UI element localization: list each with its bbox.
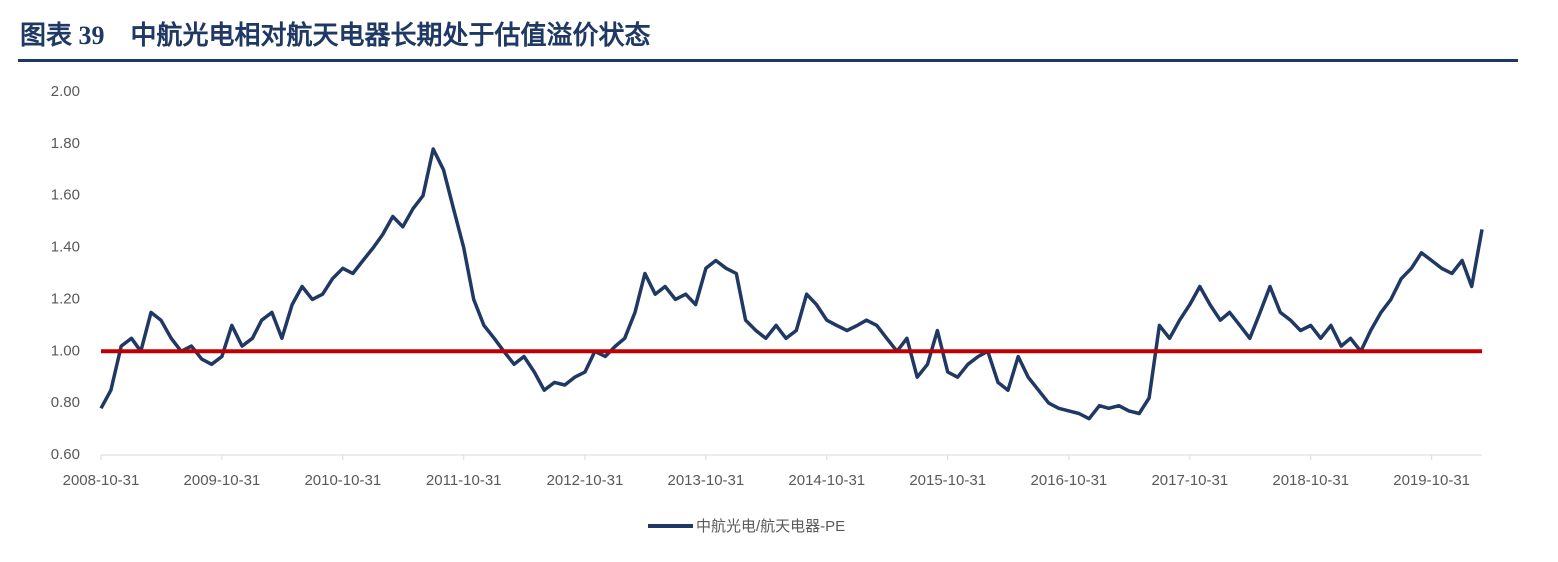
y-tick-label: 1.00 <box>51 342 80 359</box>
legend-label: 中航光电/航天电器-PE <box>696 518 845 535</box>
x-tick-label: 2008-10-31 <box>63 472 140 489</box>
title-rule <box>18 59 1518 62</box>
x-tick-label: 2018-10-31 <box>1272 472 1349 489</box>
x-tick-label: 2011-10-31 <box>426 472 502 489</box>
y-tick-label: 1.20 <box>51 290 80 307</box>
y-tick-label: 1.80 <box>51 135 80 152</box>
y-tick-label: 1.60 <box>51 187 80 204</box>
x-tick-label: 2016-10-31 <box>1031 472 1108 489</box>
series-line <box>99 147 1484 421</box>
y-tick-label: 0.80 <box>51 394 80 411</box>
x-tick-label: 2019-10-31 <box>1393 472 1470 489</box>
x-tick-label: 2014-10-31 <box>788 472 865 489</box>
x-tick-label: 2013-10-31 <box>668 472 745 489</box>
x-tick-label: 2015-10-31 <box>909 472 986 489</box>
x-tick-label: 2010-10-31 <box>304 472 381 489</box>
y-tick-label: 2.00 <box>51 83 80 100</box>
y-tick-label: 0.60 <box>51 446 80 463</box>
x-tick-label: 2009-10-31 <box>184 472 261 489</box>
chart-title: 图表 39 中航光电相对航天电器长期处于估值溢价状态 <box>20 20 651 50</box>
x-tick-label: 2012-10-31 <box>547 472 624 489</box>
x-tick-label: 2017-10-31 <box>1151 472 1228 489</box>
y-tick-label: 1.40 <box>51 239 80 256</box>
